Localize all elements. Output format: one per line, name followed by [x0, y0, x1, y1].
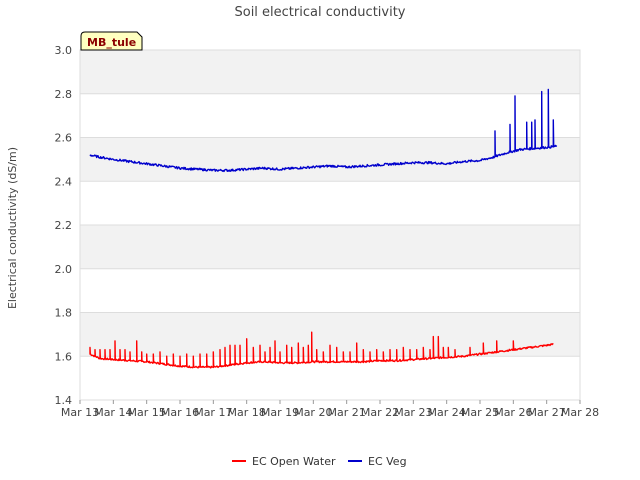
grid-band [80, 137, 580, 182]
site-label: MB_tule [87, 36, 136, 49]
y-tick-label: 2.8 [55, 88, 73, 101]
x-tick-label: Mar 28 [561, 406, 599, 419]
x-tick-label: Mar 27 [528, 406, 566, 419]
y-tick-label: 1.8 [55, 307, 73, 320]
plot-bands [80, 50, 580, 357]
x-tick-label: Mar 25 [461, 406, 499, 419]
x-tick-label: Mar 14 [94, 406, 132, 419]
x-tick-label: Mar 18 [228, 406, 266, 419]
x-tick-label: Mar 20 [294, 406, 332, 419]
y-tick-label: 2.4 [55, 175, 73, 188]
x-tick-label: Mar 22 [361, 406, 399, 419]
y-axis-label: Electrical conductivity (dS/m) [6, 147, 19, 309]
y-tick-label: 1.6 [55, 350, 73, 363]
series-lines [89, 88, 558, 369]
x-tick-label: Mar 16 [161, 406, 199, 419]
chart-title: Soil electrical conductivity [234, 5, 405, 20]
grid-band [80, 225, 580, 269]
x-tick-label: Mar 24 [428, 406, 466, 419]
x-tick-label: Mar 21 [328, 406, 366, 419]
legend-label-ec-veg: EC Veg [368, 455, 407, 468]
x-tick-label: Mar 23 [394, 406, 432, 419]
y-tick-label: 3.0 [55, 44, 73, 57]
y-tick-label: 2.0 [55, 263, 73, 276]
site-label-box: MB_tule [80, 31, 143, 51]
plot-area [79, 49, 581, 401]
legend-label-ec-open-water: EC Open Water [252, 455, 336, 468]
y-tick-label: 2.2 [55, 219, 73, 232]
grid-band [80, 50, 580, 94]
x-tick-label: Mar 15 [128, 406, 166, 419]
x-tick-label: Mar 13 [61, 406, 99, 419]
series-line-ec-open-water [89, 331, 554, 369]
legend: EC Open Water EC Veg [232, 455, 407, 468]
series-line-ec-veg [89, 88, 558, 173]
y-tick-label: 2.6 [55, 132, 73, 145]
y-axis-ticks: 1.4 1.6 1.8 2.0 2.2 2.4 2.6 2.8 3.0 [55, 44, 73, 407]
x-tick-label: Mar 19 [261, 406, 299, 419]
x-tick-label: Mar 17 [194, 406, 232, 419]
x-tick-label: Mar 26 [494, 406, 532, 419]
y-tick-label: 1.4 [55, 394, 73, 407]
